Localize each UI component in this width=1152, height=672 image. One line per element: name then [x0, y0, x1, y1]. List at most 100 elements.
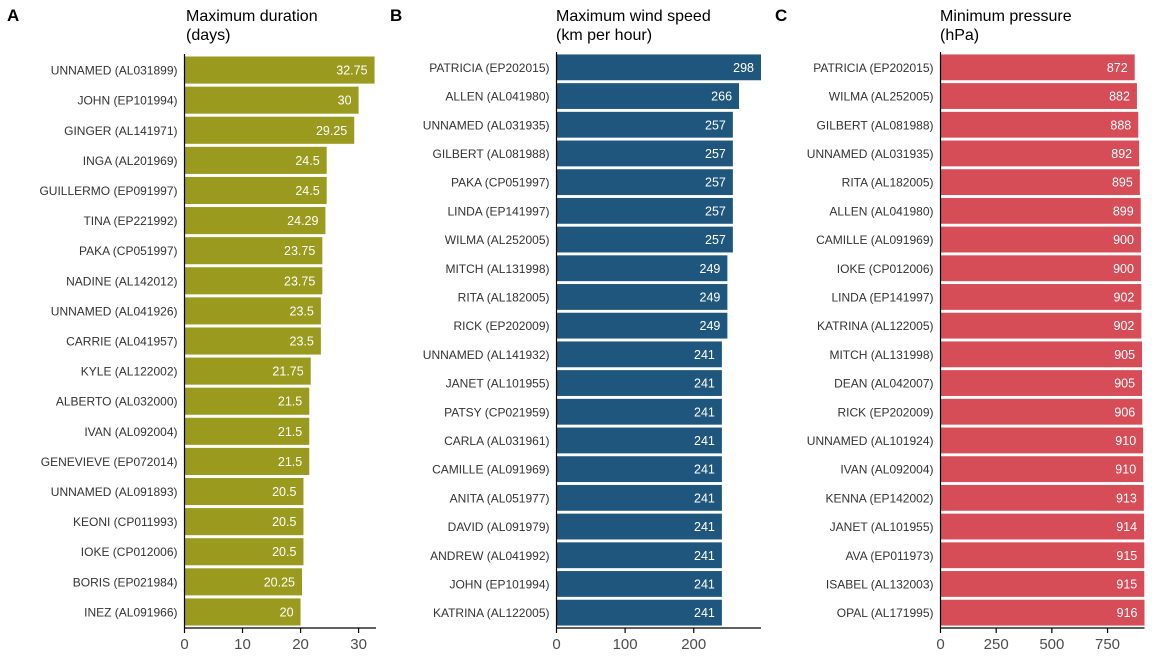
- category-label: PATRICIA (EP202015): [429, 61, 549, 75]
- category-label: RICK (EP202009): [837, 405, 933, 419]
- bar: [556, 427, 722, 454]
- bar: [184, 357, 311, 385]
- bar: [556, 513, 722, 540]
- panel-subtitle: (km per hour): [556, 27, 652, 44]
- bar: [556, 197, 733, 224]
- category-label: MITCH (AL131998): [445, 262, 549, 276]
- bar-value-label: 882: [1109, 90, 1130, 104]
- bar-value-label: 23.75: [284, 274, 315, 288]
- bar: [184, 86, 359, 114]
- category-label: ANDREW (AL041992): [430, 549, 549, 563]
- category-label: RICK (EP202009): [453, 319, 549, 333]
- bar: [940, 111, 1139, 138]
- bar: [940, 83, 1137, 109]
- bar: [556, 255, 728, 282]
- bar-value-label: 257: [705, 147, 726, 161]
- bar: [940, 456, 1144, 483]
- x-tick-label: 250: [984, 636, 1009, 653]
- bar: [940, 341, 1143, 368]
- category-label: WILMA (AL252005): [829, 90, 934, 104]
- bar: [556, 284, 728, 310]
- category-label: GINGER (AL141971): [64, 124, 177, 138]
- category-label: UNNAMED (AL031935): [807, 147, 934, 161]
- panel-title: Maximum duration: [186, 8, 318, 25]
- bar-value-label: 910: [1115, 463, 1136, 477]
- bar: [184, 598, 301, 626]
- panel-b: B Maximum wind speed (km per hour) 298 PATRI…: [390, 6, 761, 653]
- x-tick-label: 100: [613, 636, 638, 653]
- bar: [556, 599, 722, 626]
- category-label: BORIS (EP021984): [73, 575, 178, 589]
- category-label: UNNAMED (AL031899): [51, 64, 178, 78]
- category-label: PAKA (CP051997): [79, 244, 178, 258]
- bar-value-label: 24.29: [287, 214, 318, 228]
- category-label: KATRINA (AL122005): [433, 606, 550, 620]
- bar-value-label: 21.5: [278, 455, 302, 469]
- bar-value-label: 32.75: [336, 64, 367, 78]
- category-label: OPAL (AL171995): [837, 606, 934, 620]
- bar-value-label: 24.5: [295, 184, 319, 198]
- bar: [940, 140, 1140, 167]
- bar-value-label: 899: [1113, 204, 1134, 218]
- x-tick-label: 500: [1039, 636, 1064, 653]
- category-label: IOKE (CP012006): [81, 545, 178, 559]
- bar: [184, 207, 326, 235]
- bar-value-label: 905: [1114, 377, 1135, 391]
- bar-value-label: 241: [694, 463, 715, 477]
- bar: [940, 169, 1140, 196]
- x-tick-label: 0: [552, 636, 560, 653]
- category-label: RITA (AL182005): [458, 290, 550, 304]
- category-label: RITA (AL182005): [842, 176, 934, 190]
- bar: [184, 56, 375, 84]
- bar: [940, 513, 1145, 540]
- bar-value-label: 249: [700, 290, 721, 304]
- bar-value-label: 906: [1114, 405, 1135, 419]
- category-label: CARLA (AL031961): [444, 434, 549, 448]
- panel-title: Maximum wind speed: [556, 8, 711, 25]
- category-label: JOHN (EP101994): [449, 577, 549, 591]
- bar: [940, 427, 1144, 454]
- category-label: AVA (EP011973): [845, 549, 933, 563]
- bar-value-label: 266: [711, 90, 732, 104]
- bar-value-label: 241: [694, 549, 715, 563]
- bar: [184, 508, 304, 536]
- bar: [556, 169, 733, 196]
- category-label: IVAN (AL092004): [840, 463, 933, 477]
- bar-value-label: 913: [1116, 491, 1137, 505]
- category-label: JOHN (EP101994): [77, 94, 177, 108]
- bar-value-label: 241: [694, 491, 715, 505]
- bar: [556, 542, 722, 569]
- bar: [556, 54, 761, 81]
- bar-value-label: 241: [694, 520, 715, 534]
- x-tick-label: 30: [350, 636, 367, 653]
- bar-value-label: 249: [700, 319, 721, 333]
- category-label: GILBERT (AL081988): [433, 147, 550, 161]
- category-label: UNNAMED (AL041926): [51, 304, 178, 318]
- category-label: GENEVIEVE (EP072014): [41, 455, 178, 469]
- bar-value-label: 895: [1112, 176, 1133, 190]
- bar-value-label: 241: [694, 434, 715, 448]
- category-label: JANET (AL101955): [830, 520, 934, 534]
- bar-value-label: 30: [338, 94, 352, 108]
- category-label: PAKA (CP051997): [451, 176, 550, 190]
- bar-value-label: 257: [705, 176, 726, 190]
- bar: [940, 398, 1143, 425]
- category-label: UNNAMED (AL101924): [807, 434, 934, 448]
- category-label: GUILLERMO (EP091997): [39, 184, 177, 198]
- category-label: UNNAMED (AL141932): [423, 348, 550, 362]
- bar: [940, 484, 1144, 511]
- x-tick-label: 0: [936, 636, 944, 653]
- x-tick-label: 0: [180, 636, 188, 653]
- bar: [940, 54, 1135, 81]
- bar: [556, 83, 740, 109]
- bar-value-label: 20.5: [272, 485, 296, 499]
- panel-title: Minimum pressure: [940, 8, 1072, 25]
- panel-a: A Maximum duration (days) 32.75 UNNAMED (AL0…: [7, 6, 376, 653]
- bar-value-label: 241: [694, 405, 715, 419]
- bar: [556, 571, 722, 597]
- bar-value-label: 23.5: [290, 335, 314, 349]
- bar: [556, 456, 722, 483]
- bar: [184, 267, 323, 295]
- bar-value-label: 902: [1114, 319, 1135, 333]
- bar: [556, 140, 733, 167]
